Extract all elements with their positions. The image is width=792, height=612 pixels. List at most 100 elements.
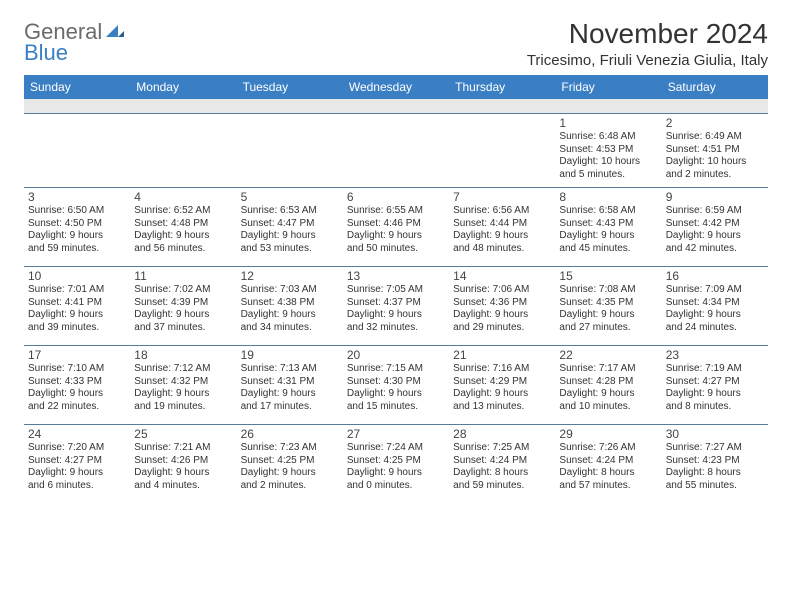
sunrise-line: Sunrise: 7:09 AM — [666, 284, 764, 297]
sunset-line: Sunset: 4:37 PM — [347, 297, 445, 310]
empty-day-cell — [237, 114, 343, 187]
day-number: 18 — [134, 348, 232, 362]
daylight-line1: Daylight: 9 hours — [453, 388, 551, 401]
daylight-line1: Daylight: 10 hours — [666, 156, 764, 169]
day-number: 2 — [666, 116, 764, 130]
daylight-line2: and 32 minutes. — [347, 322, 445, 335]
daylight-line2: and 39 minutes. — [28, 322, 126, 335]
daylight-line2: and 34 minutes. — [241, 322, 339, 335]
daylight-line1: Daylight: 9 hours — [347, 230, 445, 243]
sunset-line: Sunset: 4:27 PM — [28, 455, 126, 468]
day-cell: 26Sunrise: 7:23 AMSunset: 4:25 PMDayligh… — [237, 425, 343, 503]
sunrise-line: Sunrise: 6:52 AM — [134, 205, 232, 218]
day-cell: 19Sunrise: 7:13 AMSunset: 4:31 PMDayligh… — [237, 346, 343, 424]
day-number: 4 — [134, 190, 232, 204]
sunrise-line: Sunrise: 6:53 AM — [241, 205, 339, 218]
daylight-line2: and 53 minutes. — [241, 243, 339, 256]
daylight-line2: and 57 minutes. — [559, 480, 657, 493]
daylight-line1: Daylight: 9 hours — [666, 388, 764, 401]
week-row: 24Sunrise: 7:20 AMSunset: 4:27 PMDayligh… — [24, 424, 768, 503]
sunrise-line: Sunrise: 7:06 AM — [453, 284, 551, 297]
sunrise-line: Sunrise: 7:23 AM — [241, 442, 339, 455]
sunset-line: Sunset: 4:44 PM — [453, 218, 551, 231]
sunset-line: Sunset: 4:27 PM — [666, 376, 764, 389]
daylight-line2: and 50 minutes. — [347, 243, 445, 256]
day-cell: 25Sunrise: 7:21 AMSunset: 4:26 PMDayligh… — [130, 425, 236, 503]
daylight-line1: Daylight: 9 hours — [134, 230, 232, 243]
daylight-line1: Daylight: 8 hours — [453, 467, 551, 480]
sunset-line: Sunset: 4:28 PM — [559, 376, 657, 389]
sunrise-line: Sunrise: 7:12 AM — [134, 363, 232, 376]
day-cell: 2Sunrise: 6:49 AMSunset: 4:51 PMDaylight… — [662, 114, 768, 187]
week-row: 1Sunrise: 6:48 AMSunset: 4:53 PMDaylight… — [24, 113, 768, 187]
sunset-line: Sunset: 4:25 PM — [241, 455, 339, 468]
sunset-line: Sunset: 4:26 PM — [134, 455, 232, 468]
sunrise-line: Sunrise: 6:55 AM — [347, 205, 445, 218]
brand-sail-icon — [104, 19, 124, 44]
sunset-line: Sunset: 4:24 PM — [453, 455, 551, 468]
dow-tuesday: Tuesday — [237, 75, 343, 99]
day-cell: 9Sunrise: 6:59 AMSunset: 4:42 PMDaylight… — [662, 188, 768, 266]
day-number: 28 — [453, 427, 551, 441]
week-row: 10Sunrise: 7:01 AMSunset: 4:41 PMDayligh… — [24, 266, 768, 345]
sunset-line: Sunset: 4:51 PM — [666, 144, 764, 157]
day-cell: 21Sunrise: 7:16 AMSunset: 4:29 PMDayligh… — [449, 346, 555, 424]
calendar-grid: Sunday Monday Tuesday Wednesday Thursday… — [24, 75, 768, 503]
day-number: 23 — [666, 348, 764, 362]
calendar-page: General Blue November 2024 Tricesimo, Fr… — [0, 0, 792, 503]
daylight-line1: Daylight: 9 hours — [28, 467, 126, 480]
day-number: 9 — [666, 190, 764, 204]
day-number: 5 — [241, 190, 339, 204]
day-number: 20 — [347, 348, 445, 362]
daylight-line1: Daylight: 9 hours — [666, 230, 764, 243]
daylight-line2: and 59 minutes. — [28, 243, 126, 256]
daylight-line1: Daylight: 9 hours — [134, 388, 232, 401]
daylight-line1: Daylight: 9 hours — [134, 467, 232, 480]
sunset-line: Sunset: 4:50 PM — [28, 218, 126, 231]
day-cell: 1Sunrise: 6:48 AMSunset: 4:53 PMDaylight… — [555, 114, 661, 187]
day-cell: 23Sunrise: 7:19 AMSunset: 4:27 PMDayligh… — [662, 346, 768, 424]
sunset-line: Sunset: 4:42 PM — [666, 218, 764, 231]
sunrise-line: Sunrise: 7:03 AM — [241, 284, 339, 297]
day-number: 3 — [28, 190, 126, 204]
weeks-container: 1Sunrise: 6:48 AMSunset: 4:53 PMDaylight… — [24, 113, 768, 503]
sunset-line: Sunset: 4:38 PM — [241, 297, 339, 310]
sunset-line: Sunset: 4:46 PM — [347, 218, 445, 231]
day-number: 26 — [241, 427, 339, 441]
sunset-line: Sunset: 4:48 PM — [134, 218, 232, 231]
day-cell: 16Sunrise: 7:09 AMSunset: 4:34 PMDayligh… — [662, 267, 768, 345]
sunrise-line: Sunrise: 7:01 AM — [28, 284, 126, 297]
dow-saturday: Saturday — [662, 75, 768, 99]
day-number: 19 — [241, 348, 339, 362]
daylight-line1: Daylight: 9 hours — [28, 230, 126, 243]
day-cell: 15Sunrise: 7:08 AMSunset: 4:35 PMDayligh… — [555, 267, 661, 345]
day-cell: 28Sunrise: 7:25 AMSunset: 4:24 PMDayligh… — [449, 425, 555, 503]
daylight-line1: Daylight: 9 hours — [559, 230, 657, 243]
day-cell: 10Sunrise: 7:01 AMSunset: 4:41 PMDayligh… — [24, 267, 130, 345]
sunrise-line: Sunrise: 6:56 AM — [453, 205, 551, 218]
sunset-line: Sunset: 4:53 PM — [559, 144, 657, 157]
daylight-line2: and 55 minutes. — [666, 480, 764, 493]
empty-day-cell — [130, 114, 236, 187]
day-number: 30 — [666, 427, 764, 441]
daylight-line2: and 59 minutes. — [453, 480, 551, 493]
day-number: 17 — [28, 348, 126, 362]
day-cell: 20Sunrise: 7:15 AMSunset: 4:30 PMDayligh… — [343, 346, 449, 424]
day-cell: 30Sunrise: 7:27 AMSunset: 4:23 PMDayligh… — [662, 425, 768, 503]
day-cell: 8Sunrise: 6:58 AMSunset: 4:43 PMDaylight… — [555, 188, 661, 266]
sunset-line: Sunset: 4:31 PM — [241, 376, 339, 389]
daylight-line1: Daylight: 9 hours — [559, 388, 657, 401]
sunset-line: Sunset: 4:47 PM — [241, 218, 339, 231]
day-number: 29 — [559, 427, 657, 441]
sunset-line: Sunset: 4:33 PM — [28, 376, 126, 389]
header-row: General Blue November 2024 Tricesimo, Fr… — [24, 18, 768, 69]
daylight-line1: Daylight: 9 hours — [241, 230, 339, 243]
day-number: 6 — [347, 190, 445, 204]
day-number: 27 — [347, 427, 445, 441]
daylight-line1: Daylight: 9 hours — [666, 309, 764, 322]
gray-strip — [24, 99, 768, 113]
day-cell: 13Sunrise: 7:05 AMSunset: 4:37 PMDayligh… — [343, 267, 449, 345]
sunset-line: Sunset: 4:24 PM — [559, 455, 657, 468]
daylight-line2: and 29 minutes. — [453, 322, 551, 335]
daylight-line1: Daylight: 9 hours — [241, 309, 339, 322]
